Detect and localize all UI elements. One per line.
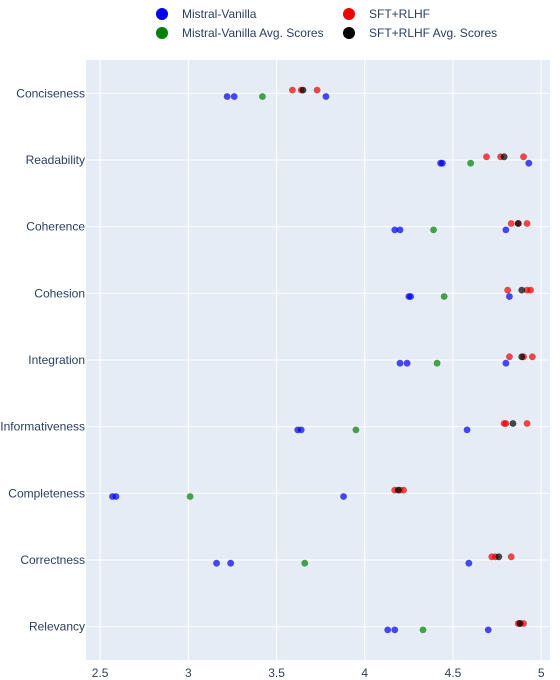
point-mistral-vanilla-informativeness [297,426,305,434]
point-sft-rlhf-integration [528,353,536,361]
legend-item-mistral-vanilla-avg-scores[interactable]: Mistral-Vanilla Avg. Scores [156,26,324,40]
category-label-correctness: Correctness [20,553,85,567]
point-sft-rlhf-avg-scores-informativeness [509,420,517,427]
point-mistral-vanilla-avg-scores-completeness [186,493,194,500]
point-sft-rlhf-readability [520,153,527,161]
point-sft-rlhf-readability [483,153,490,161]
point-sft-rlhf-avg-scores-integration [518,353,526,361]
legend-label: SFT+RLHF [369,7,430,21]
point-mistral-vanilla-cohesion [506,293,513,300]
point-mistral-vanilla-avg-scores-relevancy [419,626,427,634]
point-mistral-vanilla-conciseness [322,93,330,100]
point-mistral-vanilla-avg-scores-readability [467,159,475,167]
point-mistral-vanilla-coherence [396,226,404,234]
point-mistral-vanilla-completeness [340,493,347,500]
category-label-conciseness: Conciseness [16,86,85,100]
point-sft-rlhf-avg-scores-completeness [394,486,402,494]
point-mistral-vanilla-informativeness [463,426,471,434]
point-sft-rlhf-coherence [523,220,531,227]
point-mistral-vanilla-avg-scores-conciseness [259,93,266,100]
point-mistral-vanilla-conciseness [230,93,238,100]
point-sft-rlhf-informativeness [502,420,510,427]
point-mistral-vanilla-completeness [112,493,120,500]
point-mistral-vanilla-correctness [227,559,235,567]
legend-item-sft-rlhf-avg-scores[interactable]: SFT+RLHF Avg. Scores [343,26,497,40]
point-mistral-vanilla-avg-scores-integration [433,359,441,367]
point-mistral-vanilla-avg-scores-coherence [430,226,437,234]
x-tick-label: 3.5 [268,666,285,680]
point-mistral-vanilla-readability [525,159,533,167]
point-mistral-vanilla-correctness [465,559,473,567]
point-sft-rlhf-cohesion [504,286,512,294]
point-mistral-vanilla-integration [502,359,510,367]
point-mistral-vanilla-integration [396,359,404,367]
point-mistral-vanilla-relevancy [384,626,392,634]
x-axis: 2.5 3 3.5 4 4.5 5 [92,666,545,680]
point-mistral-vanilla-coherence [502,226,510,234]
point-sft-rlhf-coherence [507,220,515,227]
data-points [109,86,536,634]
grid-lines [86,60,550,660]
point-mistral-vanilla-readability [438,159,446,167]
point-mistral-vanilla-relevancy [484,626,492,634]
legend: Mistral-Vanilla Mistral-Vanilla Avg. Scor… [156,7,497,40]
x-tick-label: 4.5 [445,666,462,680]
x-tick-label: 3 [185,666,192,680]
point-sft-rlhf-avg-scores-relevancy [516,620,524,627]
category-label-relevancy: Relevancy [29,620,85,634]
category-label-cohesion: Cohesion [34,286,85,300]
legend-label: SFT+RLHF Avg. Scores [369,26,497,40]
point-sft-rlhf-avg-scores-coherence [514,220,522,227]
point-sft-rlhf-avg-scores-readability [500,153,508,161]
category-label-informativeness: Informativeness [0,420,85,434]
point-sft-rlhf-cohesion [527,286,534,294]
point-mistral-vanilla-avg-scores-correctness [301,559,309,567]
point-sft-rlhf-completeness [400,486,407,494]
legend-marker [343,27,355,39]
x-tick-label: 4 [361,666,368,680]
legend-item-mistral-vanilla[interactable]: Mistral-Vanilla [156,7,257,21]
y-axis: Conciseness Readability Coherence Cohesion I… [0,86,85,633]
x-tick-label: 5 [538,666,545,680]
point-sft-rlhf-informativeness [523,420,531,427]
category-label-readability: Readability [26,153,85,167]
x-tick-label: 2.5 [92,666,109,680]
category-label-completeness: Completeness [8,486,85,500]
legend-marker [343,8,355,20]
point-mistral-vanilla-relevancy [391,626,399,634]
point-mistral-vanilla-cohesion [407,293,415,300]
point-sft-rlhf-integration [506,353,513,361]
point-sft-rlhf-conciseness [313,86,321,94]
point-mistral-vanilla-avg-scores-cohesion [440,293,448,300]
point-sft-rlhf-avg-scores-cohesion [518,286,526,294]
point-mistral-vanilla-correctness [213,559,220,567]
point-mistral-vanilla-integration [403,359,411,367]
legend-marker [156,8,168,20]
legend-marker [156,27,168,39]
legend-item-sft-rlhf[interactable]: SFT+RLHF [343,7,430,21]
point-sft-rlhf-correctness [507,553,515,561]
legend-label: Mistral-Vanilla Avg. Scores [182,26,324,40]
point-mistral-vanilla-avg-scores-informativeness [352,426,360,434]
category-label-coherence: Coherence [26,220,85,234]
category-label-integration: Integration [28,353,85,367]
point-mistral-vanilla-coherence [391,226,399,234]
legend-label: Mistral-Vanilla [182,7,257,21]
point-sft-rlhf-conciseness [289,86,296,94]
point-sft-rlhf-avg-scores-correctness [495,553,503,561]
point-mistral-vanilla-conciseness [223,93,231,100]
point-sft-rlhf-avg-scores-conciseness [299,86,307,94]
